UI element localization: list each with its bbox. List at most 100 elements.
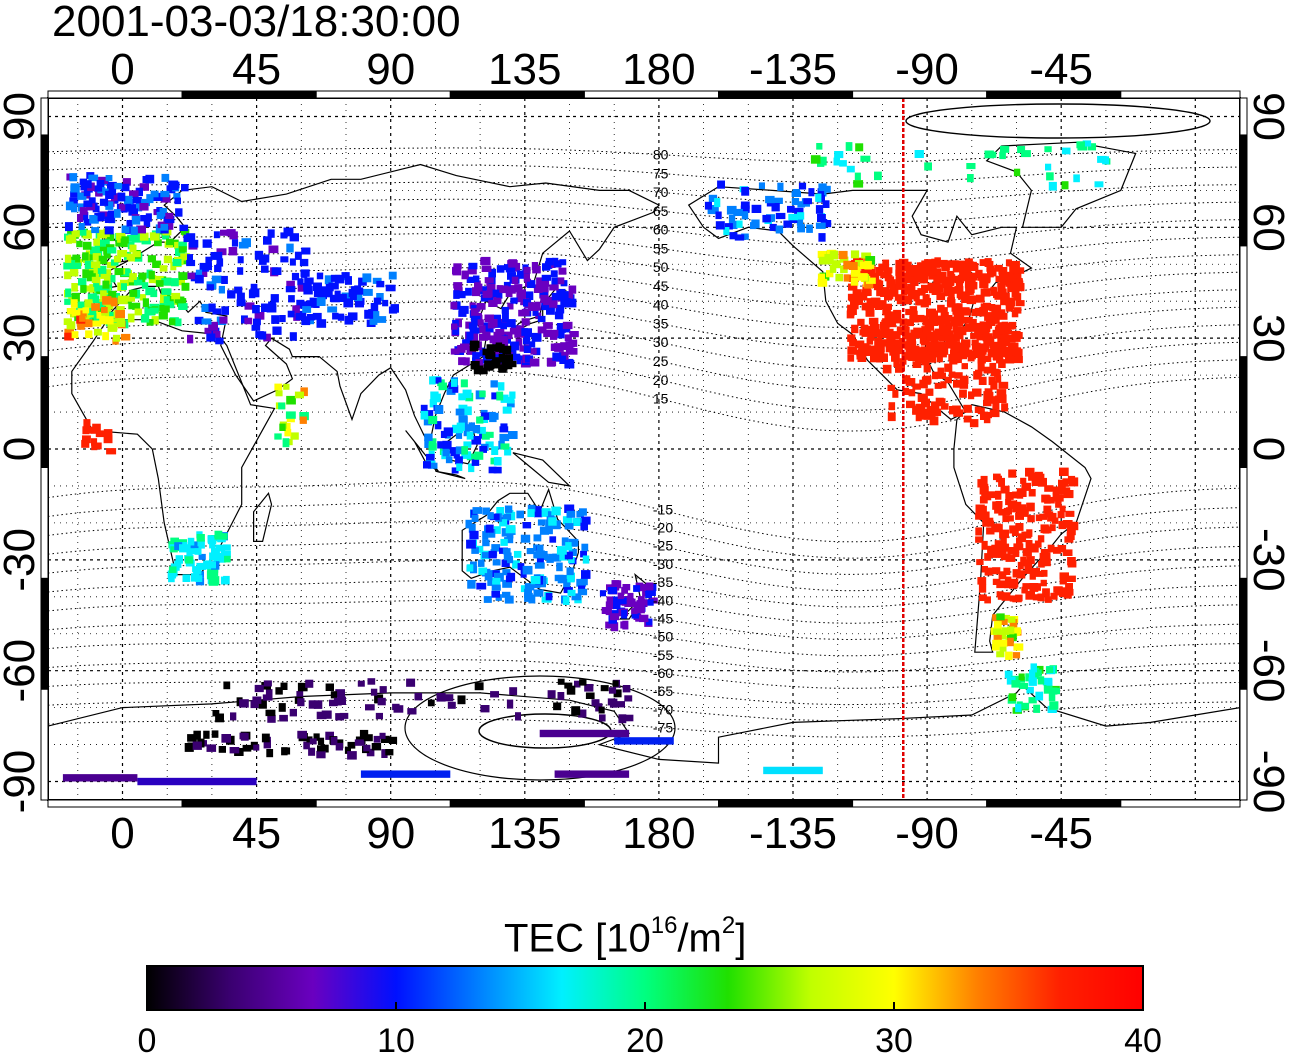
tec-block-southern-ocean [566, 685, 576, 695]
tec-block-europe [82, 230, 92, 239]
tec-block-australia [581, 570, 591, 579]
contour-label: 40 [653, 297, 669, 313]
tec-block-north-america [995, 275, 1005, 283]
tec-block-alaska [815, 222, 826, 229]
tec-block-south-america [1021, 482, 1031, 491]
tec-block-north-america [940, 311, 949, 320]
tec-block-north-america [947, 301, 955, 308]
tec-block-iberia [104, 316, 114, 325]
tec-block-new-zealand [633, 585, 641, 592]
tec-block-east-asia [505, 286, 513, 295]
tec-block-north-america [895, 269, 904, 276]
tec-block-central-america [909, 352, 918, 361]
tec-block-east-asia [565, 341, 575, 348]
tec-block-arctic-canada [855, 143, 864, 152]
tec-block-central-america [996, 394, 1007, 403]
tec-block-alaska [762, 214, 771, 223]
tec-block-europe [94, 242, 105, 251]
tec-block-north-america [850, 250, 860, 259]
tec-block-europe [133, 277, 143, 286]
tec-block-east-asia [528, 302, 536, 311]
tec-block-southern-ocean [265, 689, 273, 697]
tec-block-europe [110, 259, 119, 266]
tec-block-north-america [857, 355, 867, 362]
tec-block-south-america [1042, 588, 1050, 597]
tec-block-north-america [850, 273, 858, 282]
tec-block-south-america [1053, 546, 1062, 554]
tec-block-east-asia [474, 283, 483, 292]
tec-block-europe [149, 232, 160, 241]
tec-block-alaska [818, 183, 827, 192]
tec-block-new-zealand [637, 583, 647, 591]
tec-block-antarctica [303, 741, 310, 750]
tec-block-north-america [1009, 265, 1016, 273]
tec-block-east-asia [547, 357, 556, 367]
tec-block-europe [106, 233, 115, 242]
tec-block-alaska [791, 198, 800, 206]
tec-block-indian-ocean [278, 402, 286, 410]
tec-block-arctic-canada [1044, 146, 1052, 153]
tec-block-antarctica [325, 731, 334, 740]
contour-line [48, 500, 1240, 559]
tec-block-south-america [1065, 583, 1073, 590]
tec-block-south-america [1062, 549, 1073, 556]
tec-block-antarctica [309, 738, 317, 745]
tec-block-north-america [980, 277, 989, 286]
tec-block-east-asia [494, 320, 502, 328]
tec-block-north-america [1001, 323, 1009, 331]
tec-block-central-america [912, 383, 921, 390]
tec-block-central-america [929, 416, 939, 426]
tec-block-europe [131, 233, 142, 243]
tec-block-scandinavia [136, 203, 143, 212]
tec-block-south-america [1057, 545, 1065, 552]
tec-block-east-asia [458, 357, 466, 366]
tec-block-central-asia [343, 298, 354, 308]
tec-block-arctic-canada [860, 155, 871, 162]
tec-block-south-east-asia [438, 382, 447, 391]
tec-block-central-america [915, 413, 922, 422]
tec-block-central-america [921, 398, 930, 408]
tec-block-north-america [993, 304, 1002, 312]
contour-label: -50 [653, 629, 673, 645]
tec-block-north-america [850, 277, 859, 286]
tec-block-north-america [941, 328, 952, 336]
tec-block-scandinavia [65, 201, 74, 211]
tec-block-south-america [987, 545, 997, 554]
tec-block-east-asia [559, 259, 567, 266]
tec-block-europe [84, 299, 93, 308]
tec-block-north-america [921, 260, 930, 268]
tec-block-antarctica [261, 733, 270, 743]
tec-block-central-america [998, 359, 1006, 368]
tec-block-north-america [998, 267, 1008, 275]
tec-block-alaska [740, 205, 750, 213]
tec-block-south-east-asia [481, 432, 490, 440]
tec-block-east-asia [461, 270, 469, 280]
tec-block-central-america [930, 342, 939, 352]
tec-block-eastern-europe [297, 284, 306, 292]
tec-block-europe [159, 265, 168, 272]
tec-block-eastern-europe [187, 254, 193, 261]
tec-block-antarctica [371, 743, 382, 751]
tec-block-antarctic-peninsula [1021, 702, 1030, 710]
colorbar: 0 10 20 30 40 [138, 965, 1162, 1057]
tec-block-south-america [1059, 572, 1069, 579]
tec-block-europe [180, 253, 191, 261]
tec-block-scandinavia [139, 183, 149, 191]
tec-block-east-asia [499, 354, 507, 363]
tec-block-australia [489, 513, 500, 521]
tec-block-central-asia [385, 284, 396, 292]
tec-block-south-africa [170, 546, 178, 553]
tec-block-south-america [1013, 543, 1024, 551]
tec-block-eastern-europe [187, 334, 194, 344]
tec-block-australia [512, 560, 520, 569]
tec-block-north-america [892, 346, 903, 355]
tec-block-eastern-europe [254, 312, 265, 320]
tec-block-eastern-europe [263, 333, 271, 342]
tec-block-eastern-europe [271, 267, 282, 275]
contour-label: 30 [653, 334, 669, 350]
tec-block-central-america [959, 375, 969, 384]
tec-block-antarctica [539, 729, 630, 738]
tec-block-north-america [885, 328, 894, 337]
tec-block-arctic-canada [810, 155, 821, 164]
tec-block-australia [482, 531, 489, 540]
